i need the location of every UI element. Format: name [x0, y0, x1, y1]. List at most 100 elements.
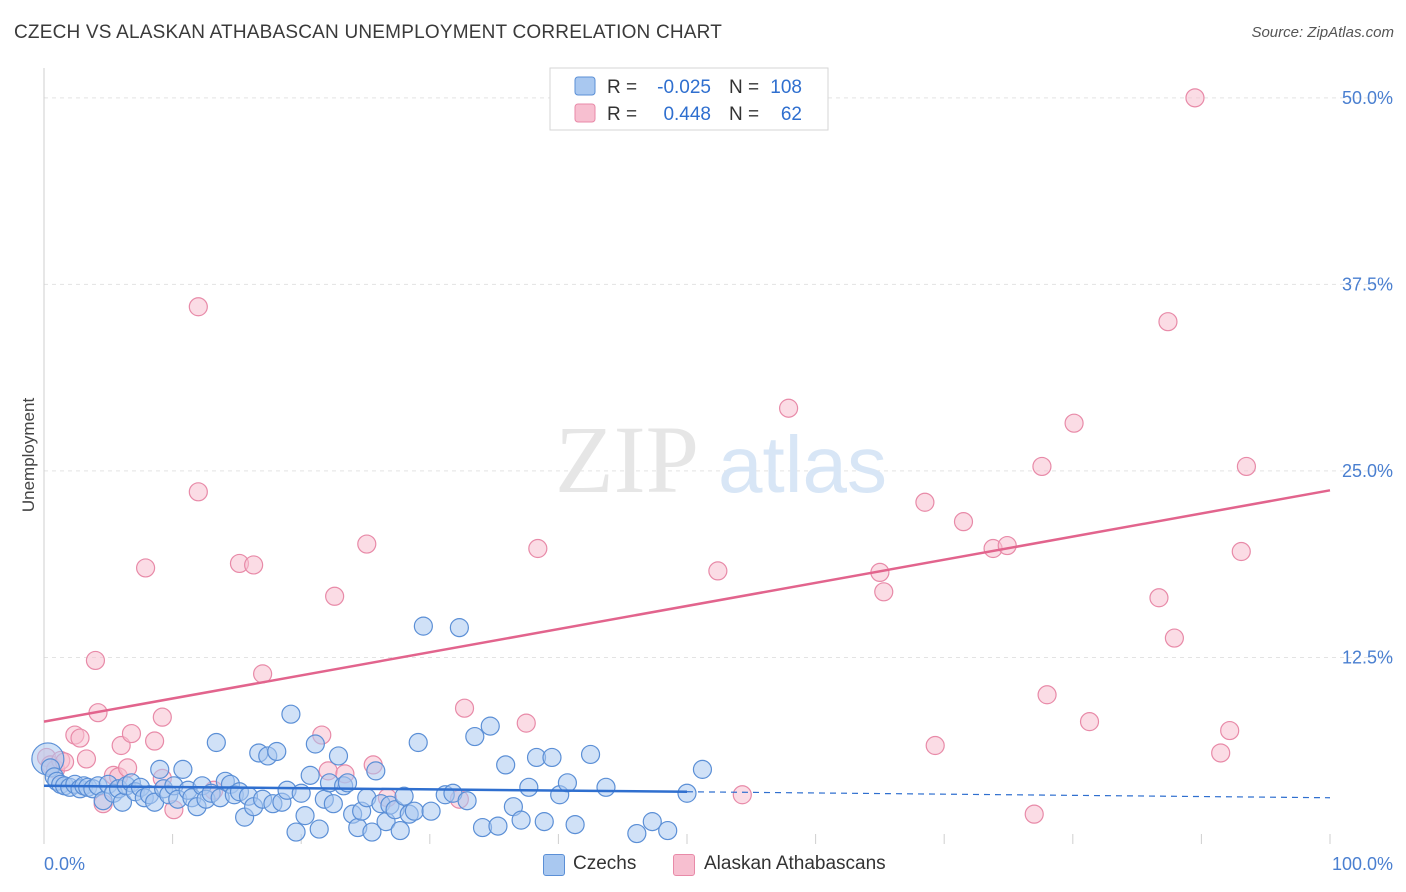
athabascan-point	[528, 538, 548, 559]
czech-point	[413, 616, 433, 636]
czech-point	[394, 786, 414, 806]
czech-point	[404, 801, 424, 821]
athabascan-point	[121, 723, 142, 744]
legend-r-value-czech: -0.025	[657, 77, 711, 98]
czech-point	[557, 773, 578, 793]
czech-point	[627, 823, 647, 844]
athabascan-point	[325, 586, 345, 606]
czech-point	[449, 618, 469, 638]
czech-point	[390, 820, 410, 841]
athabascan-point	[188, 297, 208, 317]
y-tick-label-1: 25.0%	[1342, 461, 1393, 481]
czech-point	[286, 822, 306, 842]
legend-swatch-athabascan	[574, 103, 596, 123]
watermark-zip: ZIP	[555, 406, 699, 513]
source-label: Source: ZipAtlas.com	[1251, 24, 1394, 41]
athabascan-point	[874, 582, 894, 602]
czech-point	[692, 759, 713, 779]
legend-n-label-czech: N =	[729, 77, 759, 98]
athabascan-point	[1037, 685, 1057, 705]
legend-bottom-swatch-athabascan	[673, 854, 695, 876]
athabascan-point	[152, 707, 172, 727]
athabascan-point	[915, 492, 935, 512]
legend-bottom-swatch-czech	[543, 854, 565, 876]
athabascan-point	[244, 555, 264, 575]
legend-r-label-czech: R =	[607, 77, 637, 98]
czech-point	[457, 791, 477, 811]
legend-top: R = -0.025 N = 108 R = 0.448 N = 62	[549, 67, 829, 131]
athabascan-point	[1064, 413, 1084, 433]
czech-point	[328, 746, 349, 766]
czech-trend-line	[43, 784, 688, 794]
athabascan-point	[953, 512, 974, 532]
athabascan-point	[732, 785, 752, 805]
czech-point	[281, 704, 301, 724]
watermark-atlas: atlas	[718, 420, 887, 509]
czech-point	[534, 812, 554, 832]
legend-bottom-label-czech: Czechs	[573, 853, 637, 874]
y-tick-labels: 12.5% 25.0% 37.5% 50.0%	[1342, 88, 1393, 668]
czech-point	[150, 759, 170, 779]
czech-point	[323, 794, 343, 814]
x-tick-label-0: 0.0%	[44, 854, 85, 874]
legend-top-box	[549, 67, 829, 131]
athabascan-trend-line	[43, 489, 1331, 723]
legend-bottom-label-athabascan: Alaskan Athabascans	[704, 853, 886, 874]
czech-point	[488, 816, 508, 836]
czech-point	[362, 822, 382, 842]
czech-point	[658, 820, 678, 841]
czech-point	[309, 819, 329, 839]
legend-n-value-czech: 108	[770, 77, 802, 98]
legend-swatch-czech	[574, 76, 596, 96]
czech-point	[480, 716, 500, 736]
czech-point	[496, 755, 516, 775]
athabascan-point	[70, 728, 90, 748]
legend-n-value-athabascan: 62	[781, 104, 802, 125]
legend-r-label-athabascan: R =	[607, 104, 637, 125]
czech-points	[31, 616, 713, 844]
y-tick-label-3: 50.0%	[1342, 88, 1393, 108]
czech-point	[267, 741, 287, 762]
y-axis-label: Unemployment	[19, 398, 38, 513]
athabascan-point	[1024, 804, 1044, 824]
czech-point	[465, 726, 485, 747]
czech-point	[511, 810, 531, 830]
legend-r-value-athabascan: 0.448	[663, 104, 711, 125]
watermark: ZIP atlas	[555, 406, 887, 513]
czech-point	[421, 801, 441, 821]
athabascan-point	[188, 482, 208, 502]
athabascan-point	[516, 713, 536, 733]
athabascan-point	[1220, 720, 1240, 741]
athabascan-point	[357, 534, 377, 554]
athabascan-point	[144, 731, 165, 751]
x-axis-ticks	[43, 834, 1331, 844]
czech-point	[305, 734, 325, 754]
athabascan-point	[1211, 743, 1231, 763]
czech-point	[580, 744, 601, 765]
chart-title: CZECH VS ALASKAN ATHABASCAN UNEMPLOYMENT…	[14, 22, 723, 43]
czech-point	[519, 777, 539, 797]
y-tick-label-0: 12.5%	[1342, 647, 1393, 667]
czech-point	[337, 773, 358, 793]
czech-point	[542, 747, 562, 768]
athabascan-point	[76, 749, 97, 769]
x-tick-label-100: 100.0%	[1332, 854, 1393, 874]
athabascan-point	[454, 698, 475, 718]
czech-point	[565, 814, 585, 835]
czech-point	[677, 783, 697, 803]
czech-trend-line-extension	[686, 791, 1331, 799]
czech-point	[295, 806, 315, 826]
athabascan-point	[85, 650, 106, 671]
czech-point	[408, 732, 428, 753]
athabascan-point	[1032, 456, 1052, 477]
athabascan-point	[1079, 712, 1100, 732]
czech-point	[596, 777, 616, 797]
legend-bottom: Czechs Alaskan Athabascans	[0, 850, 1406, 880]
athabascan-point	[778, 398, 799, 418]
czech-point	[206, 732, 226, 753]
czech-point	[366, 761, 386, 781]
czech-point	[300, 765, 320, 785]
athabascan-point	[997, 535, 1017, 556]
athabascan-point	[1185, 88, 1205, 108]
